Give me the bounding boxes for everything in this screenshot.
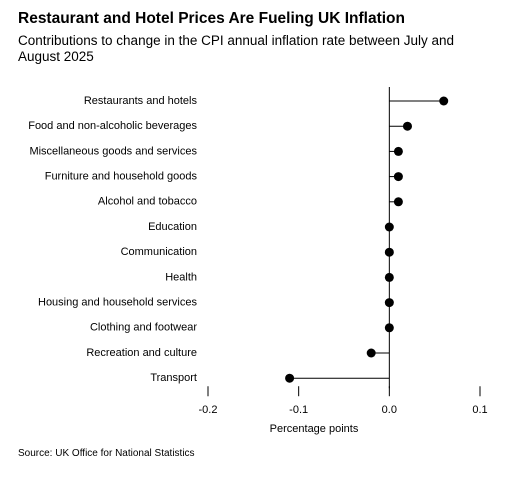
source-note: Source: UK Office for National Statistic… bbox=[18, 448, 195, 459]
dot bbox=[393, 146, 403, 156]
dot bbox=[366, 348, 376, 358]
category-label: Communication bbox=[121, 246, 197, 258]
chart-subtitle: Contributions to change in the CPI annua… bbox=[18, 33, 455, 64]
x-axis-label: Percentage points bbox=[270, 423, 359, 435]
dot bbox=[393, 197, 403, 207]
dot bbox=[285, 373, 295, 383]
category-label: Health bbox=[165, 271, 197, 283]
dot bbox=[384, 323, 394, 333]
dot bbox=[384, 247, 394, 257]
dot bbox=[439, 96, 449, 106]
category-label: Transport bbox=[150, 372, 197, 384]
category-label: Food and non-alcoholic beverages bbox=[28, 120, 197, 132]
category-label: Miscellaneous goods and services bbox=[29, 145, 197, 157]
chart-title: Restaurant and Hotel Prices Are Fueling … bbox=[18, 10, 405, 27]
category-label: Housing and household services bbox=[38, 297, 197, 309]
category-label: Recreation and culture bbox=[86, 347, 197, 359]
dot bbox=[402, 121, 412, 131]
category-label: Furniture and household goods bbox=[45, 171, 198, 183]
category-label: Alcohol and tobacco bbox=[98, 196, 197, 208]
category-label: Restaurants and hotels bbox=[84, 95, 198, 107]
category-label: Clothing and footwear bbox=[90, 322, 197, 334]
x-tick-label: -0.1 bbox=[289, 404, 308, 416]
x-tick-label: 0.1 bbox=[472, 404, 487, 416]
dot bbox=[393, 172, 403, 182]
category-label: Education bbox=[148, 221, 197, 233]
dot bbox=[384, 298, 394, 308]
dot bbox=[384, 272, 394, 282]
dot bbox=[384, 222, 394, 232]
x-tick-label: 0.0 bbox=[382, 404, 397, 416]
x-tick-label: -0.2 bbox=[199, 404, 218, 416]
